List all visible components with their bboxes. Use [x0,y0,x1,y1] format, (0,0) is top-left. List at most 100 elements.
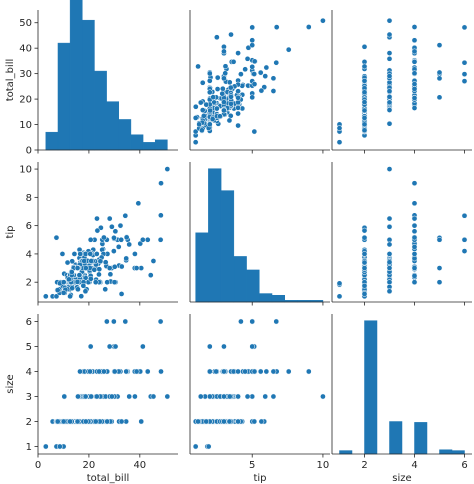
point-size-vs-total_bill-238 [126,393,133,400]
point-total_bill-vs-size-189 [386,88,393,95]
point-tip-vs-total_bill-167 [115,244,122,250]
point-total_bill-vs-tip-194 [235,104,241,111]
point-total_bill-vs-tip-214 [270,75,277,82]
point-tip-vs-total_bill-192 [107,271,114,278]
point-size-vs-total_bill-222 [56,443,63,450]
point-total_bill-vs-tip-85 [251,58,258,65]
point-total_bill-vs-tip-178 [235,122,241,129]
point-size-vs-total_bill-187 [112,343,119,350]
point-size-vs-total_bill-234 [74,418,81,425]
point-tip-vs-size-111 [336,293,343,300]
point-total_bill-vs-size-182 [386,31,393,38]
point-size-vs-tip-230 [206,368,213,375]
point-size-vs-tip-239 [262,393,269,400]
point-tip-vs-total_bill-193 [74,279,81,285]
point-total_bill-vs-tip-206 [226,79,233,86]
point-tip-vs-total_bill-83 [118,236,125,243]
point-tip-vs-total_bill-232 [64,259,71,266]
point-tip-vs-total_bill-207 [133,265,140,271]
point-size-vs-tip-200 [235,393,241,400]
point-total_bill-vs-tip-193 [207,107,213,114]
point-total_bill-vs-size-200 [386,99,393,106]
point-total_bill-vs-size-142 [436,42,443,49]
panel-size-vs-size: 2 4 6 size [331,314,472,484]
point-size-vs-tip-243 [221,418,227,425]
point-total_bill-vs-tip-242 [203,101,210,108]
point-tip-vs-size-230 [411,279,418,286]
y-axis-title-tip: tip [5,225,16,238]
point-tip-vs-total_bill-219 [111,263,118,270]
point-tip-vs-size-125 [461,248,468,254]
point-tip-vs-total_bill-239 [109,223,115,230]
point-tip-vs-size-211 [411,234,418,241]
point-total_bill-vs-tip-235 [196,121,203,128]
point-total_bill-vs-tip-219 [222,70,229,77]
point-tip-vs-size-212 [411,180,418,187]
point-total_bill-vs-tip-113 [214,86,221,92]
point-size-vs-total_bill-184 [138,418,145,425]
point-tip-vs-total_bill-146 [82,288,89,295]
point-total_bill-vs-size-237 [361,63,368,70]
point-size-vs-total_bill-207 [133,368,140,375]
point-tip-vs-total_bill-243 [82,265,89,271]
point-total_bill-vs-size-238 [386,55,393,62]
point-tip-vs-total_bill-111 [53,293,60,300]
point-size-vs-total_bill-143 [104,318,110,325]
point-total_bill-vs-tip-204 [235,94,241,101]
point-tip-vs-total_bill-166 [87,275,94,282]
point-total_bill-vs-size-241 [361,89,368,96]
point-size-vs-total_bill-142 [140,343,146,350]
point-total_bill-vs-tip-109 [235,110,241,117]
hist-bar-total_bill-5 [106,101,120,151]
point-total_bill-vs-size-227 [411,95,418,101]
point-size-vs-total_bill-236 [67,418,73,425]
point-tip-vs-size-227 [411,265,418,271]
hist-bar-size-9 [451,450,465,455]
point-size-vs-total_bill-216 [106,343,113,350]
point-total_bill-vs-tip-224 [201,112,207,119]
point-tip-vs-size-167 [411,244,418,250]
point-tip-vs-total_bill-0 [78,293,85,300]
ytick-label-total_bill-3: 30 [19,69,32,80]
point-tip-vs-total_bill-211 [101,234,107,241]
point-tip-vs-size-146 [386,288,393,295]
point-size-vs-total_bill-235 [60,418,67,425]
point-tip-vs-total_bill-240 [104,279,111,286]
point-tip-vs-size-172 [361,234,368,241]
point-total_bill-vs-tip-182 [228,31,234,38]
point-total_bill-vs-tip-211 [251,81,258,87]
point-tip-vs-total_bill-237 [118,291,125,297]
point-tip-vs-total_bill-112 [132,251,138,257]
point-total_bill-vs-size-230 [411,86,418,92]
point-size-vs-total_bill-186 [88,393,95,400]
xtick-label-size-1: 4 [411,460,417,471]
point-size-vs-tip-156 [249,318,256,325]
point-tip-vs-size-243 [361,265,368,271]
hist-bar-tip-5 [259,293,273,303]
point-tip-vs-total_bill-186 [88,258,95,264]
point-total_bill-vs-size-170 [386,17,393,24]
point-total_bill-vs-size-207 [411,48,418,55]
point-tip-vs-total_bill-178 [59,251,66,257]
point-total_bill-vs-tip-59 [273,24,280,30]
point-total_bill-vs-tip-212 [305,24,312,30]
point-size-vs-tip-44 [257,368,264,375]
point-total_bill-vs-size-236 [361,115,368,121]
point-size-vs-total_bill-67 [42,443,49,450]
point-size-vs-tip-206 [226,393,233,400]
point-tip-vs-size-156 [461,236,468,243]
point-total_bill-vs-tip-181 [258,87,265,94]
point-size-vs-total_bill-241 [92,418,99,425]
point-tip-vs-total_bill-188 [81,258,88,264]
point-size-vs-tip-227 [221,368,227,375]
point-tip-vs-total_bill-224 [69,285,76,291]
hist-bar-total_bill-8 [142,142,156,151]
point-total_bill-vs-size-185 [436,94,443,101]
point-total_bill-vs-size-143 [461,78,468,85]
point-tip-vs-total_bill-44 [112,228,119,235]
point-total_bill-vs-size-212 [411,24,418,30]
point-tip-vs-total_bill-220 [66,276,72,283]
hist-bar-size-2 [364,320,378,455]
point-tip-vs-size-239 [386,223,393,230]
hist-bar-total_bill-9 [154,139,168,151]
